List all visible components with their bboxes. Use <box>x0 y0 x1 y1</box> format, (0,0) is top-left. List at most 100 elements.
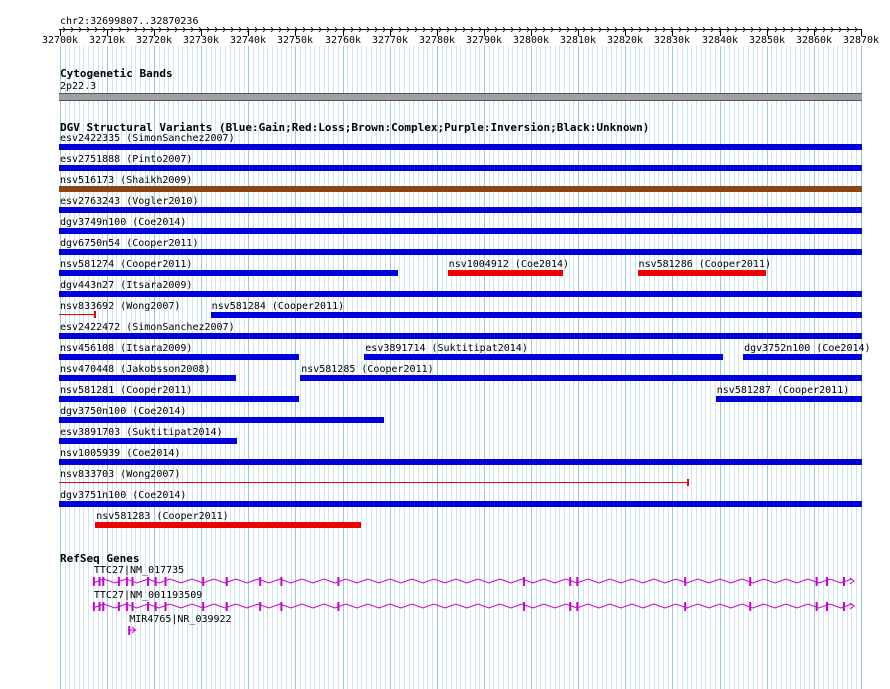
dgv-feature-bar[interactable] <box>59 333 862 339</box>
refseq-exon <box>225 602 228 611</box>
dgv-feature-bar[interactable] <box>59 375 237 381</box>
ruler-arrow <box>742 26 746 33</box>
refseq-track-title[interactable]: RefSeq Genes <box>60 552 140 565</box>
refseq-exon <box>131 602 134 611</box>
refseq-exon <box>92 602 95 611</box>
dgv-feature-bar[interactable] <box>59 228 862 234</box>
ruler-arrow <box>478 26 482 33</box>
dgv-feature-end-cap <box>94 311 97 318</box>
refseq-exon <box>259 602 262 611</box>
refseq-gene-model[interactable] <box>0 574 890 594</box>
ruler-arrow <box>182 26 186 33</box>
ruler-arrow <box>534 26 538 33</box>
ruler-arrow <box>822 26 826 33</box>
dgv-feature-bar[interactable] <box>59 207 862 213</box>
dgv-feature-bar[interactable] <box>59 417 385 423</box>
ruler-arrow <box>190 26 194 33</box>
refseq-exon <box>125 602 128 611</box>
ruler-arrow <box>134 26 138 33</box>
dgv-feature-bar[interactable] <box>59 291 862 297</box>
refseq-gene-model[interactable] <box>0 599 890 619</box>
dgv-feature-bar[interactable] <box>59 459 862 465</box>
dgv-feature-label: nsv581284 (Cooper2011) <box>211 301 345 312</box>
refseq-gene-model[interactable] <box>0 623 890 643</box>
ruler-arrow <box>406 26 410 33</box>
dgv-feature-bar[interactable] <box>59 165 862 171</box>
dgv-feature-bar[interactable] <box>59 270 399 276</box>
dgv-feature-bar[interactable] <box>743 354 862 360</box>
strand-arrow-icon <box>849 577 855 585</box>
ruler-arrow <box>398 26 402 33</box>
dgv-feature-bar[interactable] <box>59 354 300 360</box>
dgv-feature-label: nsv581286 (Cooper2011) <box>638 259 771 270</box>
ruler-arrow <box>470 26 474 33</box>
dgv-feature-bar[interactable] <box>95 522 362 528</box>
dgv-feature-bar[interactable] <box>59 144 862 150</box>
ruler-arrow <box>494 26 498 33</box>
ruler-arrow <box>806 26 810 33</box>
dgv-feature-bar[interactable] <box>59 501 862 507</box>
dgv-feature-bar[interactable] <box>210 312 862 318</box>
ruler-arrow <box>614 26 618 33</box>
ruler-arrow <box>62 26 66 33</box>
dgv-feature-bar[interactable] <box>59 482 689 483</box>
dgv-feature-bar[interactable] <box>59 314 96 315</box>
ruler-arrow <box>846 26 850 33</box>
dgv-feature-bar[interactable] <box>637 270 766 276</box>
ruler-tick-label: 32760k <box>324 35 362 46</box>
refseq-exon <box>815 602 818 611</box>
ruler-arrow <box>86 26 90 33</box>
ruler-tick-label: 32860k <box>795 35 833 46</box>
ruler-tick-label: 32820k <box>606 35 644 46</box>
refseq-exon <box>523 577 526 586</box>
cytoband-track-title[interactable]: Cytogenetic Bands <box>60 67 173 80</box>
ruler-arrow <box>566 26 570 33</box>
dgv-track-title[interactable]: DGV Structural Variants (Blue:Gain;Red:L… <box>60 121 650 134</box>
ruler-arrow <box>670 26 674 33</box>
dgv-feature-bar[interactable] <box>447 270 564 276</box>
ruler-arrow <box>622 26 626 33</box>
refseq-exon <box>337 577 340 586</box>
ruler-arrow <box>438 26 442 33</box>
cytoband-bar[interactable] <box>59 93 862 101</box>
strand-arrow-icon <box>849 602 855 610</box>
ruler-tick-label: 32740k <box>229 35 267 46</box>
ruler-tick-label: 32830k <box>653 35 691 46</box>
dgv-feature-bar[interactable] <box>59 438 238 444</box>
ruler-arrow <box>286 26 290 33</box>
refseq-exon <box>842 602 845 611</box>
refseq-exon <box>154 602 157 611</box>
refseq-exon <box>259 577 262 586</box>
ruler-arrow <box>110 26 114 33</box>
ruler-location: chr2:32699807..32870236 <box>60 16 199 27</box>
ruler-arrow <box>414 26 418 33</box>
ruler-arrow <box>510 26 514 33</box>
dgv-feature-bar[interactable] <box>300 375 862 381</box>
ruler-arrow <box>334 26 338 33</box>
ruler-tick-label: 32720k <box>135 35 173 46</box>
ruler-arrow <box>446 26 450 33</box>
ruler-arrow <box>246 26 250 33</box>
ruler-tick-label: 32810k <box>559 35 597 46</box>
dgv-feature-label: dgv3750n100 (Coe2014) <box>60 406 187 417</box>
refseq-exon <box>749 577 752 586</box>
refseq-gene-label: TTC27|NM_001193509 <box>93 590 203 601</box>
dgv-feature-bar[interactable] <box>59 249 862 255</box>
ruler-arrow <box>430 26 434 33</box>
refseq-exon <box>576 602 579 611</box>
ruler-tick-label: 32730k <box>182 35 220 46</box>
ruler-arrow <box>758 26 762 33</box>
ruler-tick-label: 32750k <box>276 35 314 46</box>
ruler-arrow <box>366 26 370 33</box>
dgv-feature-bar[interactable] <box>59 396 300 402</box>
dgv-feature-bar[interactable] <box>715 396 862 402</box>
ruler-arrow <box>222 26 226 33</box>
dgv-feature-bar[interactable] <box>364 354 724 360</box>
ruler-arrow <box>78 26 82 33</box>
dgv-feature-label: dgv3751n100 (Coe2014) <box>60 490 187 501</box>
ruler-arrow <box>174 26 178 33</box>
ruler-tick-label: 32780k <box>418 35 456 46</box>
dgv-feature-bar[interactable] <box>59 186 862 192</box>
ruler-arrow <box>750 26 754 33</box>
